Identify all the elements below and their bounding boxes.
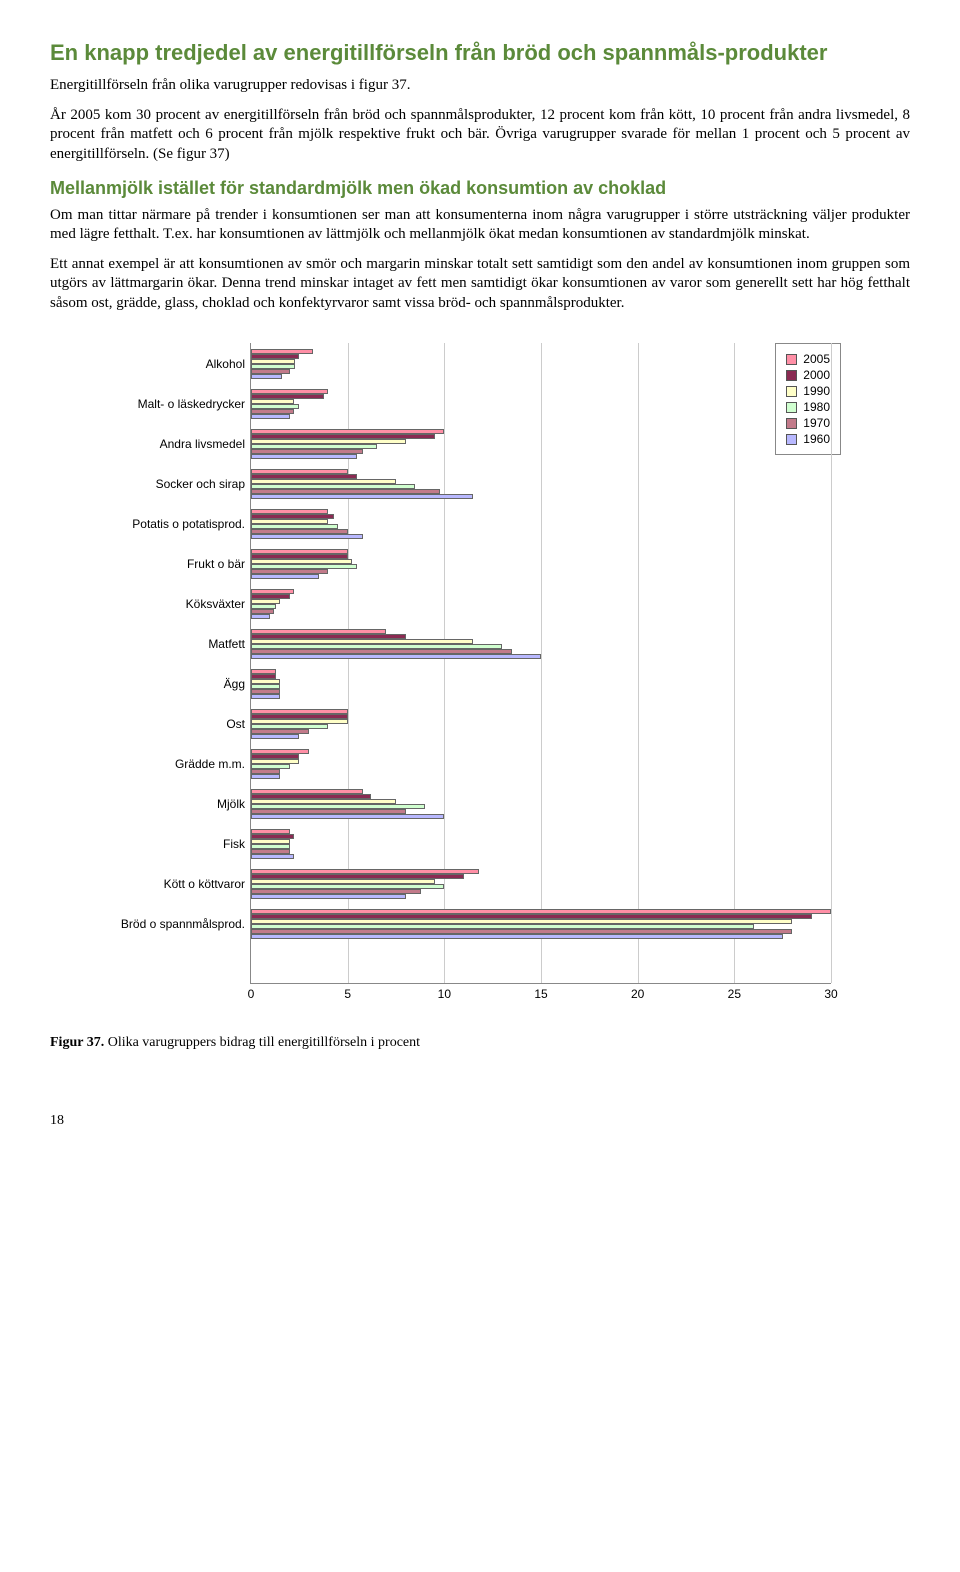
legend-label: 1960 (803, 432, 830, 446)
figure-37-caption: Figur 37. Olika varugruppers bidrag till… (50, 1034, 910, 1052)
legend-label: 2000 (803, 368, 830, 382)
chart-bar (251, 774, 280, 779)
chart-y-labels: Alkohol Malt- o läskedrycker Andra livsmed… (110, 343, 245, 983)
category-label: Grädde m.m. (175, 757, 245, 771)
legend-item: 2005 (786, 352, 830, 366)
legend-swatch (786, 354, 797, 365)
legend-item: 1980 (786, 400, 830, 414)
category-label: Köksväxter (186, 597, 245, 611)
legend-item: 1970 (786, 416, 830, 430)
chart-bar (251, 814, 444, 819)
legend-label: 1990 (803, 384, 830, 398)
category-label: Matfett (208, 637, 245, 651)
heading-mellanmjolk: Mellanmjölk istället för standardmjölk m… (50, 178, 910, 200)
category-label: Mjölk (217, 797, 245, 811)
legend-swatch (786, 402, 797, 413)
chart-bar (251, 734, 299, 739)
x-tick-label: 0 (248, 987, 255, 1001)
chart-plot-area: 051015202530 Procent 2005200019901980197… (250, 343, 831, 984)
chart-bar (251, 534, 363, 539)
category-label: Andra livsmedel (160, 437, 245, 451)
para-2005-detail: År 2005 kom 30 procent av energitillförs… (50, 106, 910, 165)
legend-item: 2000 (786, 368, 830, 382)
chart-bar (251, 654, 541, 659)
legend-label: 1970 (803, 416, 830, 430)
figure-caption-text: Olika varugruppers bidrag till energitil… (104, 1035, 420, 1050)
chart-bar (251, 374, 282, 379)
x-tick-label: 25 (728, 987, 741, 1001)
category-label: Fisk (223, 837, 245, 851)
para-intro: Energitillförseln från olika varugrupper… (50, 76, 910, 96)
category-label: Ost (226, 717, 245, 731)
category-label: Malt- o läskedrycker (138, 397, 245, 411)
legend-label: 1980 (803, 400, 830, 414)
legend-item: 1990 (786, 384, 830, 398)
chart-bar (251, 574, 319, 579)
chart-bar (251, 934, 783, 939)
x-tick-label: 5 (344, 987, 351, 1001)
para-trends: Om man tittar närmare på trender i konsu… (50, 206, 910, 245)
page-number: 18 (50, 1113, 910, 1129)
legend-swatch (786, 370, 797, 381)
category-label: Bröd o spannmålsprod. (121, 917, 245, 931)
chart-bar (251, 614, 270, 619)
figure-number: Figur 37. (50, 1035, 104, 1050)
x-tick-label: 15 (534, 987, 547, 1001)
chart-bar (251, 694, 280, 699)
category-label: Kött o köttvaror (164, 877, 245, 891)
x-tick-label: 30 (824, 987, 837, 1001)
chart-bar (251, 854, 294, 859)
category-label: Alkohol (206, 357, 245, 371)
x-tick-label: 20 (631, 987, 644, 1001)
chart-bar (251, 414, 290, 419)
legend-swatch (786, 418, 797, 429)
figure-37-chart: Alkohol Malt- o läskedrycker Andra livsmed… (110, 343, 850, 984)
category-label: Potatis o potatisprod. (132, 517, 245, 531)
category-label: Ägg (224, 677, 245, 691)
x-tick-label: 10 (438, 987, 451, 1001)
chart-bar (251, 894, 406, 899)
category-label: Frukt o bär (187, 557, 245, 571)
legend-item: 1960 (786, 432, 830, 446)
chart-bar (251, 494, 473, 499)
para-fat-trend: Ett annat exempel är att konsumtionen av… (50, 255, 910, 314)
category-label: Socker och sirap (156, 477, 245, 491)
chart-bar (251, 454, 357, 459)
legend-swatch (786, 434, 797, 445)
legend-label: 2005 (803, 352, 830, 366)
heading-energy-bread: En knapp tredjedel av energitillförseln … (50, 40, 910, 66)
legend-swatch (786, 386, 797, 397)
